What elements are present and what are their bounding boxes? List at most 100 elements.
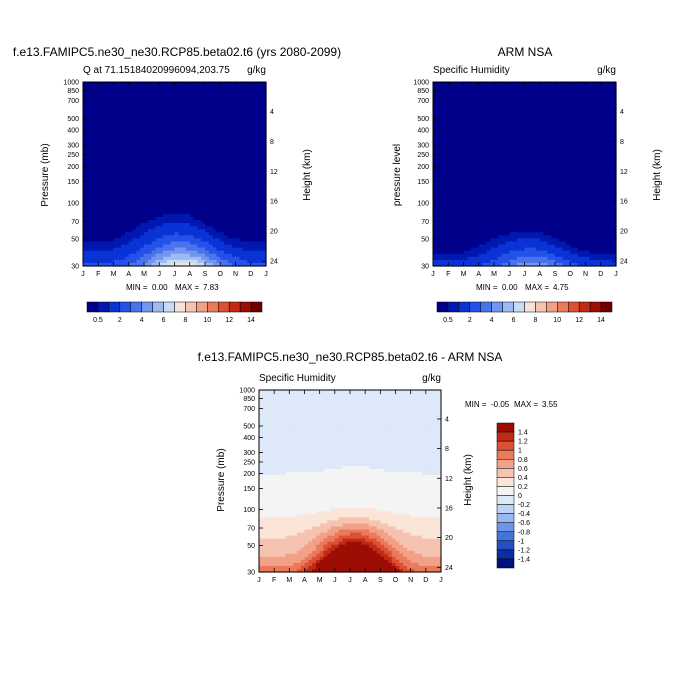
contour-cell	[528, 195, 533, 200]
contour-cell	[486, 100, 491, 105]
contour-cell	[117, 118, 122, 123]
contour-cell	[144, 152, 149, 157]
contour-cell	[94, 149, 99, 154]
contour-cell	[562, 183, 568, 187]
contour-cell	[593, 115, 598, 120]
contour-cell	[258, 88, 263, 92]
contour-cell	[243, 235, 248, 239]
contour-cell	[94, 128, 99, 132]
contour-cell	[124, 128, 130, 132]
contour-cell	[505, 207, 510, 212]
contour-cell	[147, 192, 153, 197]
contour-cell	[185, 259, 191, 264]
contour-cell	[163, 262, 168, 267]
contour-cell	[212, 229, 218, 233]
contour-cell	[140, 106, 145, 111]
contour-cell	[124, 85, 130, 89]
contour-cell	[547, 134, 552, 138]
contour-cell	[90, 201, 96, 206]
contour-cell	[212, 235, 218, 239]
contour-cell	[216, 137, 221, 141]
contour-cell	[98, 235, 103, 239]
contour-cell	[577, 85, 583, 89]
contour-cell	[474, 88, 480, 92]
contour-cell	[109, 115, 115, 120]
contour-cell	[98, 85, 103, 89]
contour-cell	[547, 192, 552, 197]
contour-cell	[448, 164, 453, 169]
contour-cell	[452, 121, 457, 126]
contour-cell	[243, 238, 248, 243]
contour-cell	[151, 124, 157, 129]
contour-cell	[90, 186, 96, 190]
contour-cell	[608, 97, 613, 101]
contour-cell	[224, 164, 229, 169]
contour-cell	[250, 146, 256, 151]
contour-cell	[258, 232, 263, 236]
contour-cell	[570, 103, 575, 108]
contour-cell	[474, 106, 480, 111]
contour-cell	[94, 216, 99, 221]
contour-cell	[185, 170, 191, 175]
contour-cell	[436, 204, 442, 209]
contour-cell	[105, 174, 111, 178]
contour-cell	[155, 128, 160, 132]
contour-cell	[254, 115, 259, 120]
contour-cell	[83, 256, 88, 261]
contour-cell	[235, 232, 240, 236]
contour-cell	[166, 149, 172, 154]
contour-cell	[478, 94, 484, 98]
contour-cell	[250, 192, 256, 197]
x-tick-label: F	[96, 271, 100, 278]
contour-cell	[231, 164, 237, 169]
contour-cell	[448, 134, 453, 138]
contour-cell	[478, 128, 484, 132]
contour-cell	[124, 216, 130, 221]
contour-cell	[109, 195, 115, 200]
contour-cell	[220, 103, 225, 108]
contour-cell	[140, 115, 145, 120]
contour-cell	[235, 216, 240, 221]
contour-cell	[117, 189, 122, 193]
contour-cell	[444, 192, 449, 197]
contour-cell	[246, 106, 252, 111]
contour-cell	[243, 131, 248, 135]
contour-cell	[201, 143, 206, 147]
contour-cell	[197, 235, 202, 239]
contour-cell	[440, 115, 446, 120]
contour-cell	[155, 247, 160, 252]
contour-cell	[524, 94, 529, 98]
contour-cell	[250, 207, 256, 212]
contour-cell	[121, 232, 126, 236]
contour-cell	[585, 118, 590, 123]
contour-cell	[528, 134, 533, 138]
contour-cell	[151, 216, 157, 221]
contour-cell	[250, 241, 256, 246]
contour-cell	[455, 88, 461, 92]
contour-cell	[83, 118, 88, 123]
contour-cell	[593, 140, 598, 144]
contour-cell	[144, 195, 149, 200]
contour-cell	[482, 118, 487, 123]
contour-cell	[589, 161, 594, 166]
contour-cell	[105, 226, 111, 230]
contour-cell	[509, 112, 514, 117]
contour-cell	[558, 85, 564, 89]
contour-cell	[105, 118, 111, 123]
contour-cell	[220, 134, 225, 138]
contour-cell	[155, 213, 160, 218]
contour-cell	[174, 198, 179, 203]
contour-cell	[163, 186, 168, 190]
contour-cell	[166, 134, 172, 138]
contour-cell	[436, 128, 442, 132]
contour-cell	[471, 192, 476, 197]
contour-cell	[185, 226, 191, 230]
contour-cell	[555, 198, 560, 203]
contour-cell	[121, 213, 126, 218]
contour-cell	[535, 164, 541, 169]
contour-cell	[224, 250, 229, 255]
contour-cell	[528, 149, 533, 154]
contour-cell	[574, 134, 579, 138]
contour-cell	[140, 198, 145, 203]
contour-cell	[140, 253, 145, 258]
